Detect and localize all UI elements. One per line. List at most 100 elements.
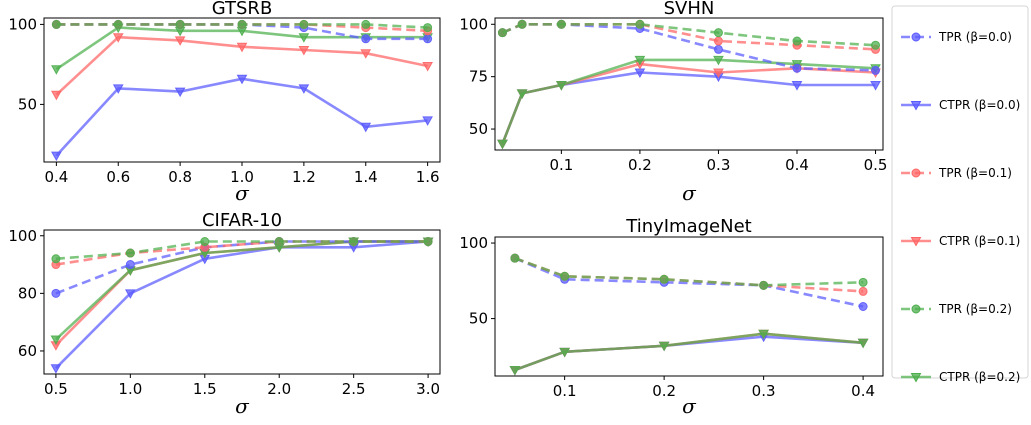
data-point (759, 280, 769, 290)
data-point (858, 286, 868, 296)
series-ctpr-0-0 (51, 74, 433, 162)
x-tick-label: 0.6 (106, 168, 130, 186)
y-tick-label: 60 (18, 342, 37, 360)
data-point (125, 248, 135, 258)
y-tick-label: 50 (469, 310, 488, 328)
x-tick-label: 1.0 (230, 168, 254, 186)
data-point (713, 44, 723, 54)
data-point (174, 87, 186, 98)
data-point (858, 277, 868, 287)
chart-panel-svhn: 0.1 0.2 0.3 0.4 0.5 50 75 100 SVHN σ (459, 0, 887, 205)
data-point (298, 46, 310, 56)
data-point (113, 19, 123, 29)
data-point (870, 81, 881, 91)
data-point (422, 62, 433, 72)
data-point (298, 84, 310, 94)
data-point (758, 329, 769, 340)
data-point (51, 65, 62, 75)
data-point (50, 335, 62, 345)
data-point (792, 63, 802, 73)
x-tick-label: 0.3 (752, 382, 776, 400)
data-point (658, 341, 670, 352)
data-point (497, 28, 507, 38)
data-point (713, 36, 723, 46)
legend-entry-tpr-0-2: TPR (β=0.2) (901, 302, 1012, 316)
data-point (360, 49, 372, 59)
data-point (423, 237, 433, 247)
data-point (175, 19, 185, 29)
legend-entry-tpr-0-0: TPR (β=0.0) (901, 30, 1012, 44)
data-point (871, 65, 881, 75)
data-point (51, 151, 62, 162)
data-point (516, 89, 528, 99)
data-point (509, 365, 521, 376)
data-point (361, 19, 371, 29)
legend-entry-ctpr-0-0: CTPR (β=0.0) (901, 98, 1020, 112)
legend-marker (911, 32, 921, 42)
data-point (200, 237, 210, 247)
data-point (857, 338, 869, 349)
data-point (236, 74, 248, 85)
data-point (51, 288, 61, 298)
legend-marker (910, 237, 922, 247)
data-point (174, 36, 186, 46)
x-tick-label: 1.0 (118, 380, 142, 398)
x-axis-label: σ (682, 394, 697, 418)
chart-title: TinyImageNet (625, 216, 751, 237)
legend-entry-tpr-0-1: TPR (β=0.1) (901, 166, 1012, 180)
data-point (423, 23, 433, 33)
legend-label: CTPR (β=0.0) (939, 98, 1020, 112)
series-line (54, 240, 429, 370)
data-point (236, 42, 248, 53)
data-point (659, 274, 669, 284)
series-tpr-0-2 (497, 19, 881, 50)
data-point (298, 33, 310, 43)
data-point (112, 84, 124, 94)
x-tick-label: 0.5 (44, 380, 68, 398)
legend-marker (911, 168, 921, 178)
data-point (299, 19, 309, 29)
y-tick-label: 100 (8, 227, 37, 245)
data-point (360, 122, 372, 133)
x-tick-label: 1.5 (193, 380, 217, 398)
chart-title: GTSRB (212, 0, 273, 19)
legend-label: TPR (β=0.1) (938, 166, 1012, 180)
y-tick-label: 100 (459, 15, 488, 33)
data-point (792, 36, 802, 46)
data-point (634, 55, 646, 66)
legend: TPR (β=0.0) CTPR (β=0.0) TPR (β=0.1) CTPR (… (891, 5, 1029, 384)
data-point (51, 90, 62, 101)
x-tick-label: 0.4 (785, 156, 809, 174)
x-tick-label: 2.0 (267, 380, 291, 398)
series-ctpr-0-1 (51, 33, 433, 101)
series-ctpr-0-2 (509, 329, 869, 376)
data-point (713, 55, 724, 66)
legend-label: TPR (β=0.0) (938, 30, 1012, 44)
data-point (497, 139, 508, 150)
y-tick-label: 50 (18, 95, 37, 113)
data-point (713, 28, 723, 38)
data-point (556, 19, 566, 29)
x-axis-label: σ (235, 181, 250, 205)
x-tick-label: 0.2 (628, 156, 652, 174)
y-tick-label: 100 (8, 15, 37, 33)
y-tick-label: 80 (18, 284, 37, 302)
x-tick-label: 0.1 (553, 382, 577, 400)
data-point (871, 40, 881, 50)
data-point (112, 33, 124, 43)
x-axis-label: σ (235, 394, 250, 418)
legend-label: CTPR (β=0.1) (939, 234, 1020, 248)
data-point (125, 260, 135, 270)
x-tick-label: 0.4 (44, 168, 68, 186)
data-point (858, 302, 868, 311)
data-point (124, 289, 136, 299)
data-point (556, 81, 567, 91)
series-line (514, 257, 864, 308)
legend-label: CTPR (β=0.2) (939, 370, 1020, 384)
x-tick-label: 1.6 (416, 168, 440, 186)
data-point (237, 19, 247, 29)
data-point (517, 19, 527, 29)
legend-marker (911, 304, 921, 314)
chart-panel-tinyimagenet: 0.1 0.2 0.3 0.4 50 100 TinyImageNet σ (459, 216, 884, 418)
